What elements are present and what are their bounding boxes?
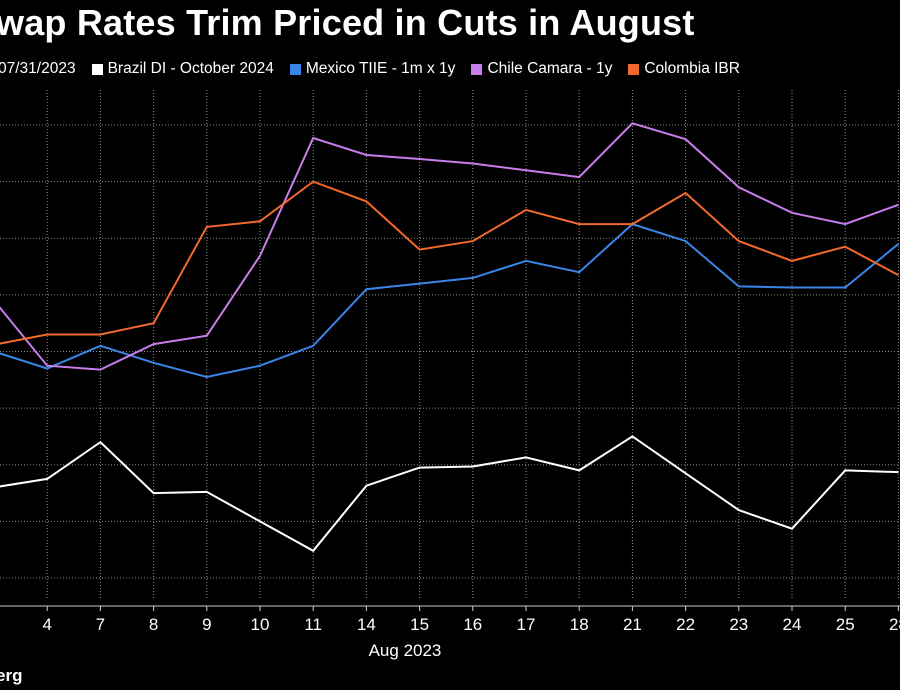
x-tick-label: 28 bbox=[889, 615, 900, 634]
x-tick-label: 25 bbox=[836, 615, 855, 634]
legend-item-colombia: Colombia IBR bbox=[628, 60, 740, 78]
series-line-mexico bbox=[0, 222, 900, 379]
x-tick-label: 9 bbox=[202, 615, 211, 634]
legend-item-date: 07/31/2023 bbox=[0, 60, 76, 78]
legend: 07/31/2023 Brazil DI - October 2024 Mexi… bbox=[0, 60, 756, 78]
x-tick-label: 22 bbox=[676, 615, 695, 634]
legend-swatch-chile bbox=[471, 63, 483, 75]
legend-label-brazil: Brazil DI - October 2024 bbox=[107, 60, 274, 77]
x-tick-label: 4 bbox=[42, 615, 51, 634]
x-tick-label: 11 bbox=[304, 615, 322, 634]
x-tick-label: 17 bbox=[517, 615, 536, 634]
legend-item-chile: Chile Camara - 1y bbox=[471, 60, 612, 78]
x-tick-label: 23 bbox=[729, 615, 748, 634]
x-tick-label: 18 bbox=[570, 615, 589, 634]
x-tick-label: 15 bbox=[410, 615, 429, 634]
series-line-brazil bbox=[0, 435, 899, 553]
chart-title: wap Rates Trim Priced in Cuts in August bbox=[0, 2, 695, 43]
x-tick-label: 16 bbox=[463, 615, 482, 634]
legend-swatch-mexico bbox=[289, 63, 301, 75]
x-tick-label: 7 bbox=[96, 615, 105, 634]
legend-date-label: 07/31/2023 bbox=[0, 60, 76, 77]
legend-item-brazil: Brazil DI - October 2024 bbox=[91, 60, 274, 78]
x-tick-label: 21 bbox=[623, 615, 642, 634]
x-tick-label: 10 bbox=[251, 615, 270, 634]
x-axis-label: Aug 2023 bbox=[369, 641, 442, 660]
legend-label-mexico: Mexico TIIE - 1m x 1y bbox=[305, 60, 456, 77]
series-line-colombia bbox=[0, 180, 899, 345]
legend-label-chile: Chile Camara - 1y bbox=[487, 60, 613, 77]
x-tick-label: 24 bbox=[783, 615, 802, 634]
legend-item-mexico: Mexico TIIE - 1m x 1y bbox=[289, 60, 456, 78]
x-tick-label: 14 bbox=[357, 615, 376, 634]
x-tick-label: 8 bbox=[149, 615, 158, 634]
series-line-chile bbox=[0, 122, 899, 371]
legend-swatch-colombia bbox=[628, 63, 640, 75]
legend-swatch-brazil bbox=[91, 63, 103, 75]
legend-label-colombia: Colombia IBR bbox=[644, 60, 740, 77]
source-credit: erg bbox=[0, 666, 23, 685]
